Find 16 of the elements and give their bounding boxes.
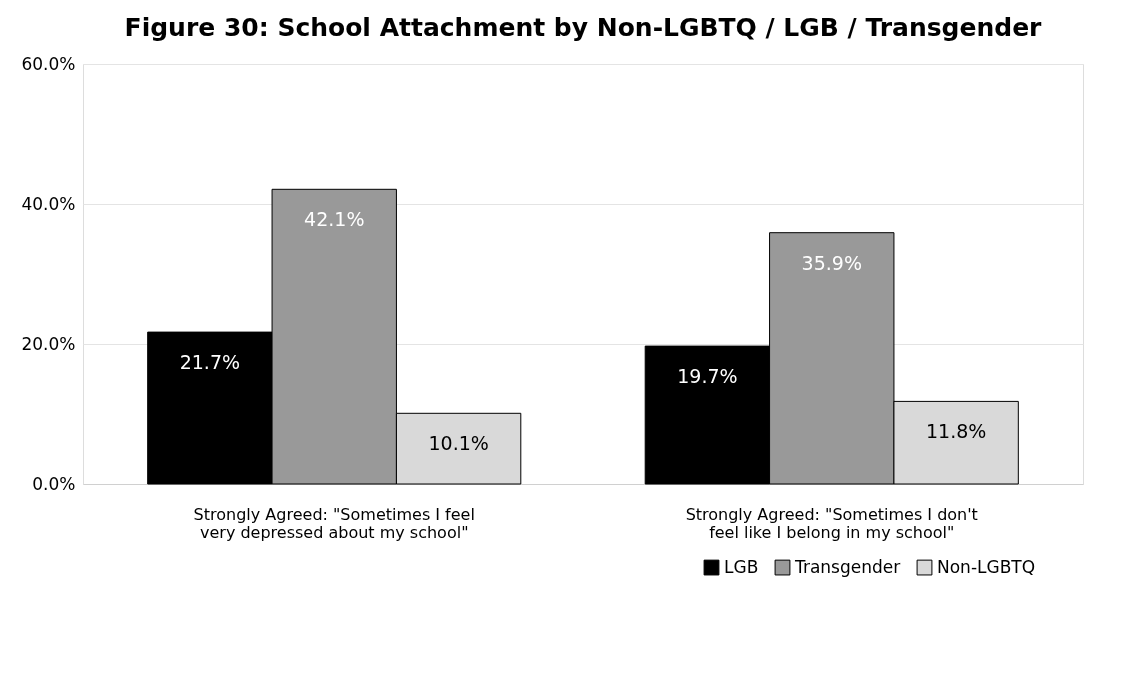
data-label: 35.9% [801, 251, 862, 274]
chart-title: Figure 30: School Attachment by Non-LGBTQ / LGB / Transgender [124, 13, 1043, 42]
y-tick-label: 60.0% [21, 53, 76, 74]
y-tick-label: 40.0% [21, 193, 76, 214]
x-tick-label: Strongly Agreed: "Sometimes I don't feel like I belong in my school" [685, 504, 978, 542]
data-label: 19.7% [677, 365, 738, 388]
x-tick-label: Strongly Agreed: "Sometimes I feel very depressed about my school" [193, 504, 475, 542]
y-tick-label: 0.0% [32, 473, 76, 494]
y-tick-label: 20.0% [21, 333, 76, 354]
legend-label: Non-LGBTQ [937, 556, 1036, 577]
data-label: 10.1% [428, 432, 489, 455]
data-label: 21.7% [179, 351, 241, 374]
data-label: 42.1% [304, 208, 365, 231]
legend-label: LGB [724, 556, 759, 577]
legend-label: Transgender [794, 556, 901, 577]
data-label: 11.8% [925, 420, 987, 443]
